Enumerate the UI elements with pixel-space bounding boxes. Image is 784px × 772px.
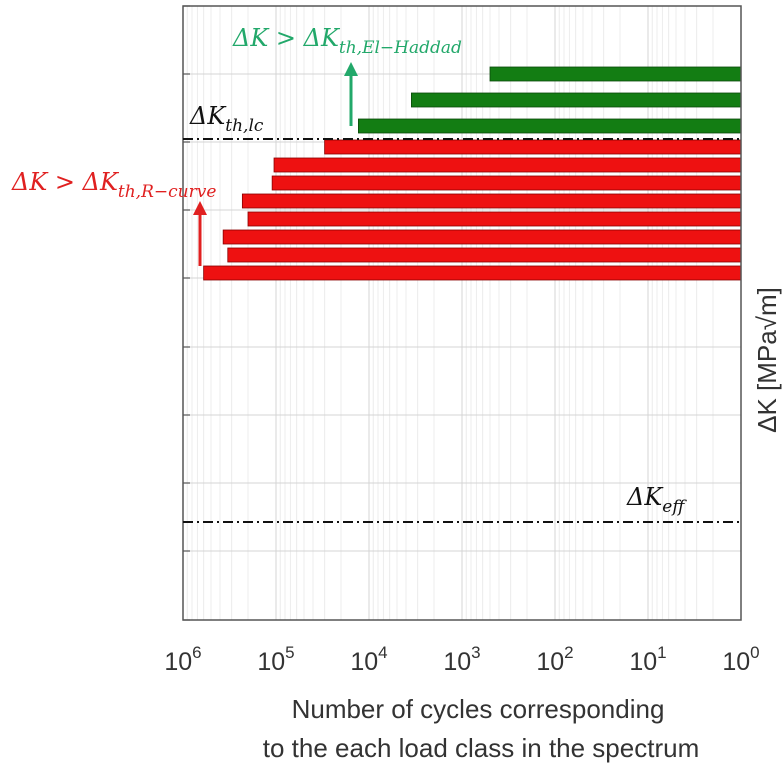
bar-el-haddad (358, 118, 742, 134)
x-tick-label: 101 (629, 643, 666, 676)
bar-r-curve (222, 229, 742, 245)
bar-el-haddad (489, 66, 742, 82)
bar-r-curve (247, 211, 742, 227)
annotation-el-haddad: ΔK > ΔKth,El−Haddad (232, 24, 462, 58)
bars (203, 66, 742, 281)
y-axis-title: ΔK [MPa√m] (752, 287, 782, 433)
x-axis-title-line2: to the each load class in the spectrum (263, 733, 699, 763)
x-axis-title-line1: Number of cycles corresponding (292, 694, 665, 724)
reference-label-eff: ΔKeff (626, 483, 687, 517)
bar-r-curve (271, 175, 742, 191)
bar-r-curve (241, 193, 742, 209)
x-tick-label: 106 (164, 643, 201, 676)
bar-r-curve (324, 139, 742, 155)
plot-frame (182, 5, 742, 621)
x-tick-label: 100 (722, 643, 759, 676)
minor-grid (186, 6, 714, 620)
x-tick-label: 104 (350, 643, 387, 676)
arrowhead-el-haddad (344, 62, 358, 76)
x-tick-label: 102 (536, 643, 573, 676)
bar-el-haddad (411, 92, 742, 108)
x-tick-label: 105 (257, 643, 294, 676)
x-ticks: 106 105 104 103 102 101 100 (164, 643, 759, 676)
bar-r-curve (203, 265, 742, 281)
x-tick-label: 103 (443, 643, 480, 676)
arrowhead-r-curve (193, 201, 207, 215)
bar-r-curve (227, 247, 742, 263)
annotation-r-curve: ΔK > ΔKth,R−curve (11, 168, 216, 202)
y-ticks (183, 5, 190, 621)
bar-r-curve (273, 157, 742, 173)
reference-label-lc: ΔKth,lc (189, 102, 264, 136)
